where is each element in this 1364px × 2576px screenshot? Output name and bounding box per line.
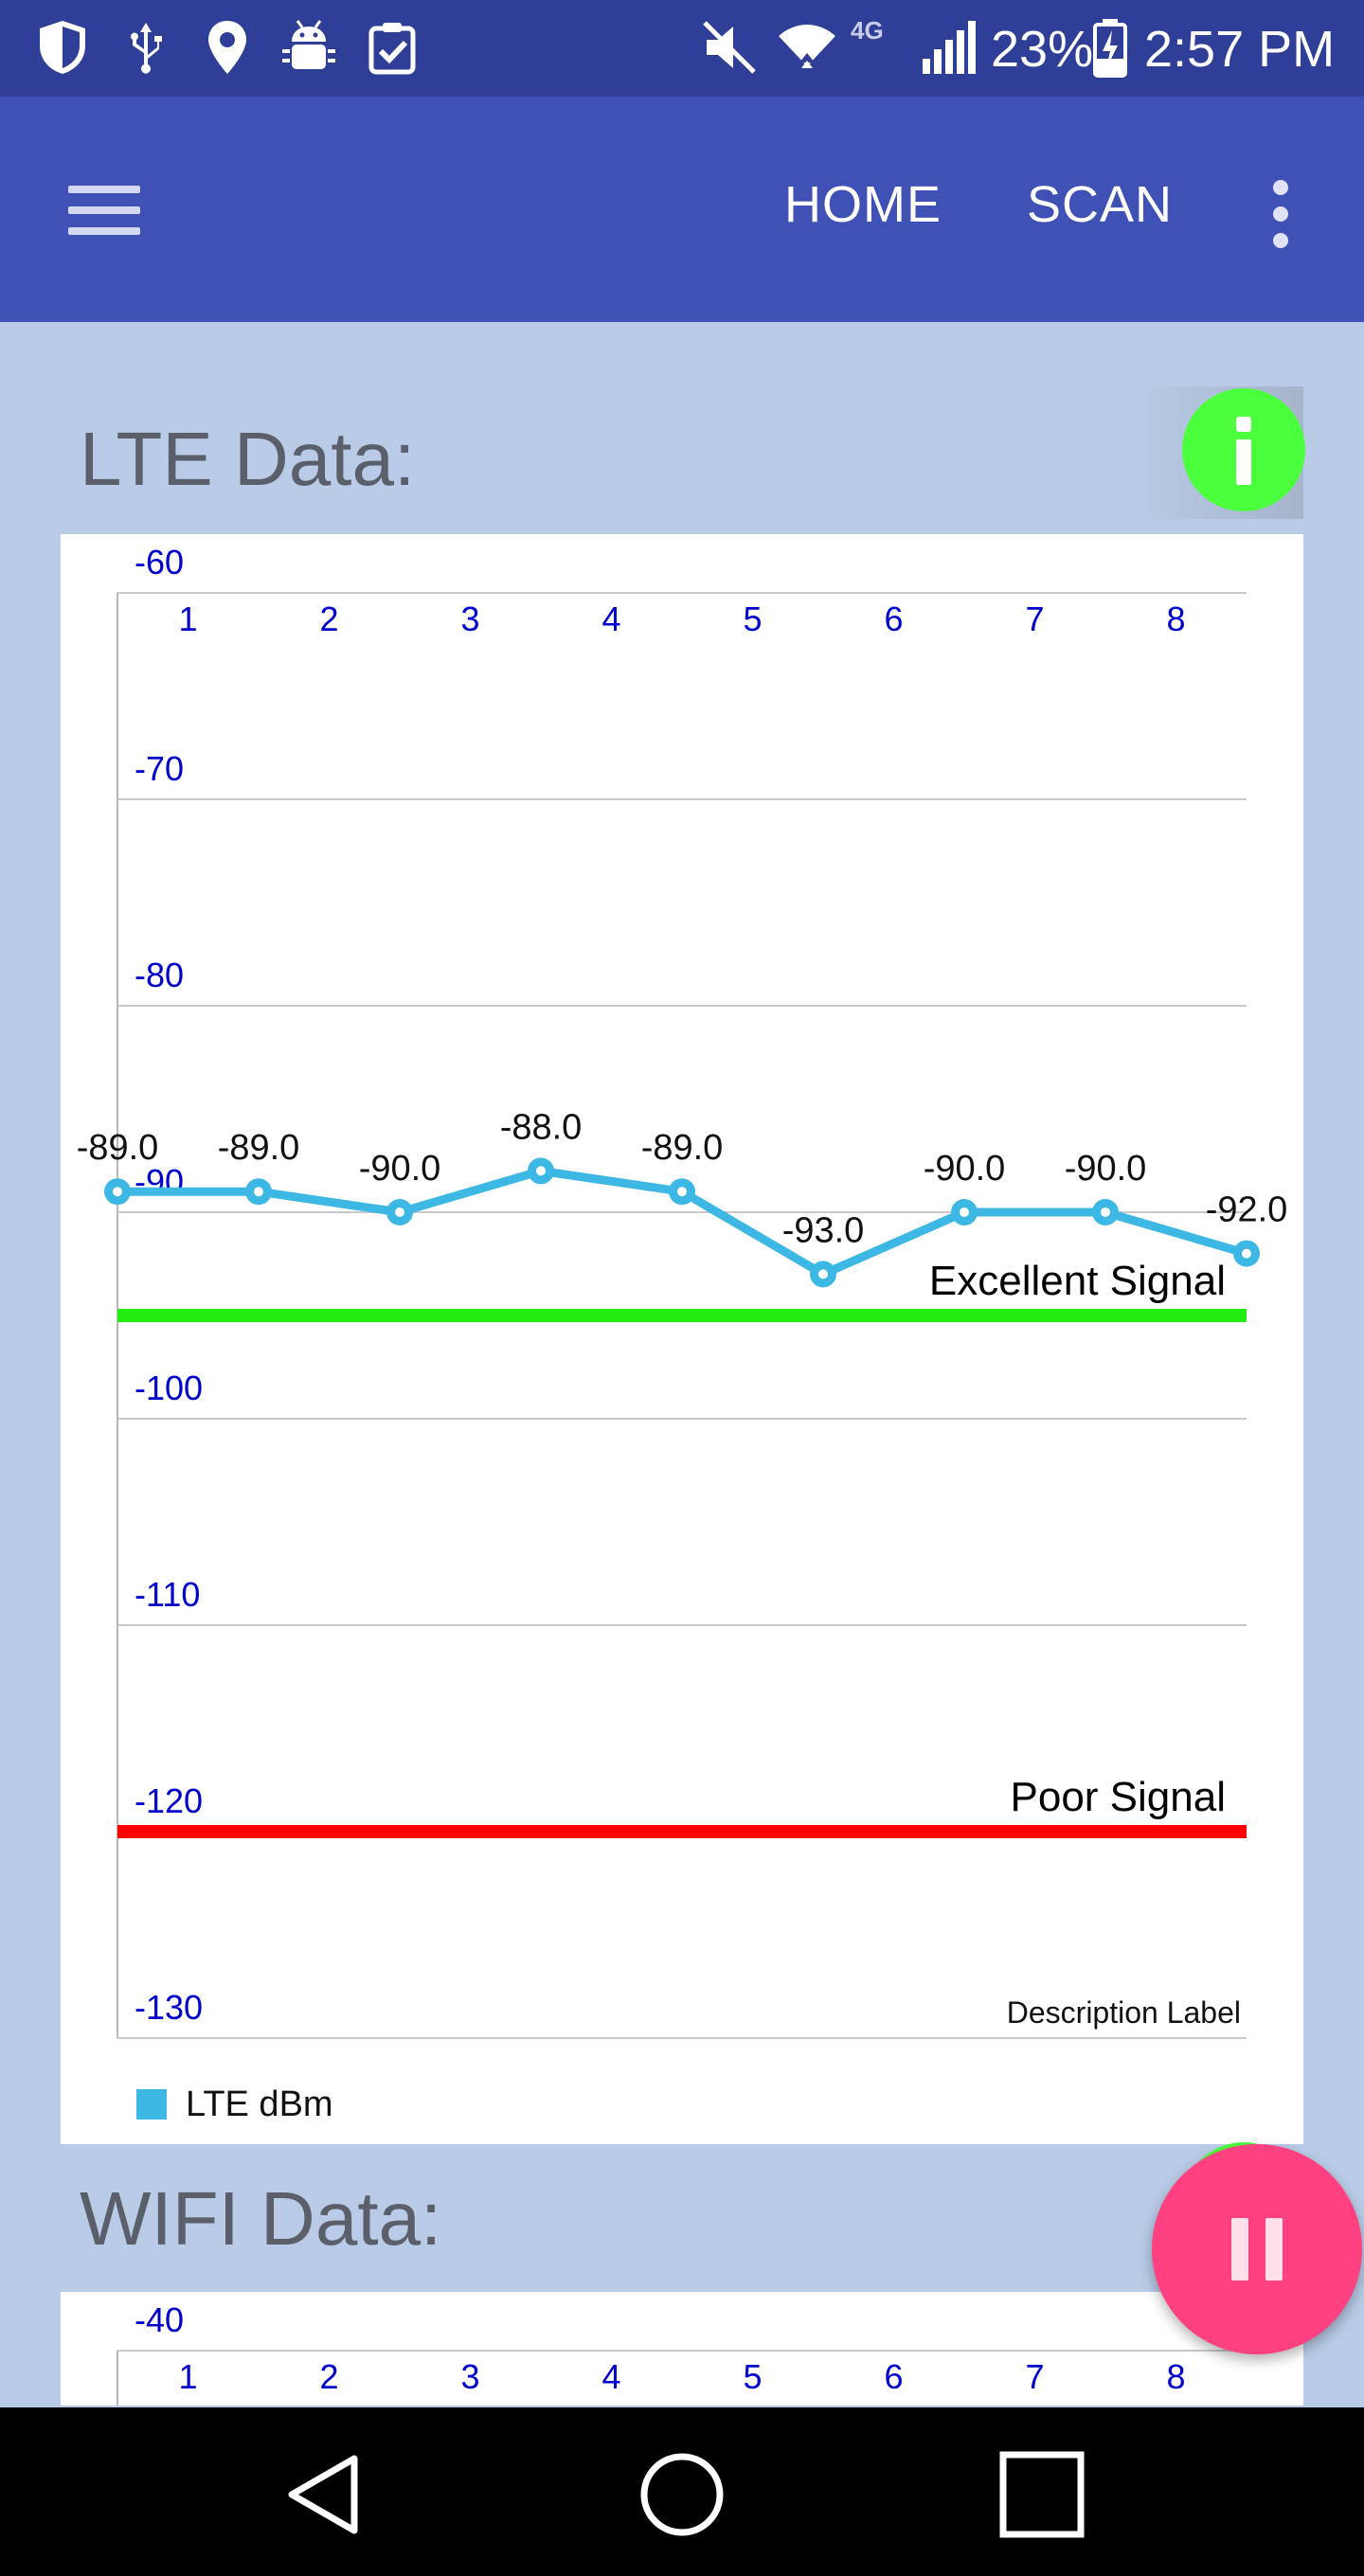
legend-label: LTE dBm	[186, 2084, 333, 2124]
x-tick-label: 5	[743, 2357, 762, 2396]
mute-icon	[703, 21, 756, 74]
x-tick-label: 7	[1025, 2357, 1044, 2396]
x-tick-label: 4	[601, 2357, 620, 2396]
y-tick-label: -60	[135, 543, 184, 581]
data-label: -93.0	[782, 1210, 865, 1250]
lte-section-title: LTE Data:	[80, 417, 416, 501]
limit-line	[117, 1309, 1247, 1322]
x-tick-label: 1	[178, 2357, 197, 2396]
data-label: -89.0	[641, 1128, 724, 1168]
lte-info-button[interactable]	[1182, 388, 1305, 511]
wifi-chart-card: -40 1 2 3 4 5 6 7 8	[61, 2292, 1303, 2406]
data-label: -90.0	[1065, 1149, 1147, 1189]
status-bar: 4G 23% 2:57 PM	[0, 0, 1364, 97]
home-button[interactable]: HOME	[784, 176, 942, 233]
more-vert-icon[interactable]	[1250, 172, 1311, 252]
back-triangle-icon[interactable]	[275, 2447, 379, 2542]
data-point-center	[677, 1187, 687, 1197]
x-tick-label: 6	[884, 599, 903, 638]
x-tick-label: 1	[178, 599, 197, 638]
x-tick-label: 3	[460, 599, 479, 638]
y-tick-label: -110	[135, 1575, 200, 1614]
hamburger-icon[interactable]	[59, 170, 144, 250]
wifi-line-chart[interactable]: -40 1 2 3 4 5 6 7 8	[61, 2292, 1303, 2406]
info-icon	[1236, 417, 1251, 432]
data-point-center	[395, 1208, 404, 1217]
x-tick-label: 2	[319, 599, 338, 638]
x-tick-label: 8	[1166, 2357, 1185, 2396]
recents-square-icon[interactable]	[990, 2447, 1094, 2542]
usb-icon	[131, 23, 162, 74]
home-circle-icon[interactable]	[630, 2447, 734, 2542]
y-tick-label: -130	[135, 1988, 203, 2027]
battery-charging-icon	[1093, 19, 1127, 78]
data-point-center	[536, 1166, 546, 1176]
data-label: -89.0	[218, 1128, 300, 1168]
data-point-center	[1101, 1208, 1110, 1217]
data-label: -90.0	[924, 1149, 1006, 1189]
y-tick-label: -80	[135, 956, 184, 994]
wifi-icon	[779, 25, 835, 68]
clock: 2:57 PM	[1144, 21, 1336, 78]
signal-icon	[923, 21, 976, 74]
limit-line-label: Poor Signal	[1011, 1774, 1226, 1820]
y-tick-label: -100	[135, 1368, 203, 1407]
x-tick-label: 5	[743, 599, 762, 638]
x-tick-label: 2	[319, 2357, 338, 2396]
limit-line-label: Excellent Signal	[929, 1258, 1226, 1304]
description-label: Description Label	[1007, 1995, 1241, 2030]
android-debug-icon	[282, 20, 335, 69]
pause-button[interactable]	[1152, 2144, 1362, 2354]
wifi-section-title: WIFI Data:	[80, 2176, 442, 2261]
x-tick-label: 6	[884, 2357, 903, 2396]
system-nav-bar	[0, 2407, 1364, 2576]
app-bar: HOME SCAN	[0, 97, 1364, 322]
clipboard-check-icon	[368, 23, 416, 75]
data-label: -90.0	[359, 1149, 441, 1189]
x-tick-label: 8	[1166, 599, 1185, 638]
x-tick-label: 3	[460, 2357, 479, 2396]
scan-button[interactable]: SCAN	[1027, 176, 1174, 233]
y-tick-label: -70	[135, 749, 184, 788]
data-point-center	[818, 1269, 828, 1279]
data-label: -92.0	[1206, 1190, 1288, 1230]
x-tick-label: 7	[1025, 599, 1044, 638]
data-point-center	[1242, 1248, 1251, 1259]
x-tick-label: 4	[601, 599, 620, 638]
data-point-center	[113, 1187, 122, 1197]
network-type-label: 4G	[851, 16, 884, 45]
y-tick-label: -120	[135, 1781, 203, 1820]
legend-swatch	[136, 2089, 167, 2120]
data-label: -88.0	[500, 1107, 583, 1147]
data-point-center	[254, 1187, 263, 1197]
shield-icon	[40, 21, 85, 74]
location-icon	[208, 21, 246, 74]
limit-line	[117, 1825, 1247, 1838]
lte-chart-card: -60 -70 -80 -90 -100 -110 -120 -130 1 2 3 4 5 6 7 8 Exce…	[61, 534, 1303, 2144]
battery-percent: 23%	[991, 21, 1094, 78]
data-label: -89.0	[77, 1128, 159, 1168]
y-tick-label: -40	[135, 2300, 184, 2339]
pause-icon	[1231, 2218, 1248, 2281]
data-point-center	[960, 1208, 969, 1217]
